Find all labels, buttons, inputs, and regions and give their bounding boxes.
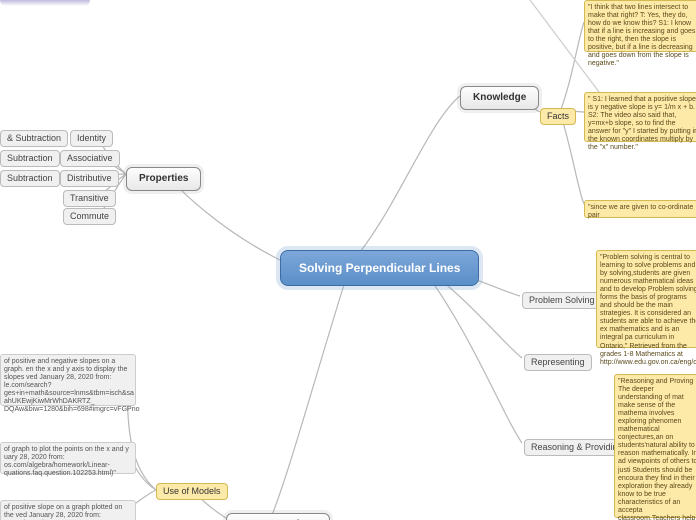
facts-node[interactable]: Facts (540, 108, 576, 125)
leaf-subtraction-1[interactable]: & Subtraction (0, 130, 68, 147)
note-knowledge-2: " S1: I learned that a positive slope is… (584, 92, 696, 142)
note-knowledge-1: "I think that two lines intersect to mak… (584, 0, 696, 52)
properties-node[interactable]: Properties (126, 167, 201, 191)
knowledge-node[interactable]: Knowledge (460, 86, 539, 110)
leaf-commute[interactable]: Commute (63, 208, 116, 225)
leaf-distributive[interactable]: Distributive (60, 170, 119, 187)
representations-node[interactable]: Representations (226, 513, 330, 520)
top-shadow (0, 0, 90, 6)
representing-node[interactable]: Representing (524, 354, 592, 371)
leaf-associative[interactable]: Associative (60, 150, 120, 167)
note-models-3: of positive slope on a graph plotted on … (0, 500, 136, 520)
leaf-transitive[interactable]: Transitive (63, 190, 116, 207)
leaf-identity[interactable]: Identity (70, 130, 113, 147)
note-models-2: of graph to plot the points on the x and… (0, 442, 136, 474)
note-knowledge-3: "since we are given to co-ordinate pair (584, 200, 696, 218)
problem-solving-node[interactable]: Problem Solving (522, 292, 602, 309)
use-of-models-node[interactable]: Use of Models (156, 483, 228, 500)
leaf-subtraction-3[interactable]: Subtraction (0, 170, 60, 187)
note-reasoning: "Reasoning and Proving The deeper unders… (614, 374, 696, 518)
note-problem-solving: "Problem solving is central to learning … (596, 250, 696, 348)
note-models-1: of positive and negative slopes on a gra… (0, 354, 136, 406)
leaf-subtraction-2[interactable]: Subtraction (0, 150, 60, 167)
center-node[interactable]: Solving Perpendicular Lines (280, 250, 479, 286)
